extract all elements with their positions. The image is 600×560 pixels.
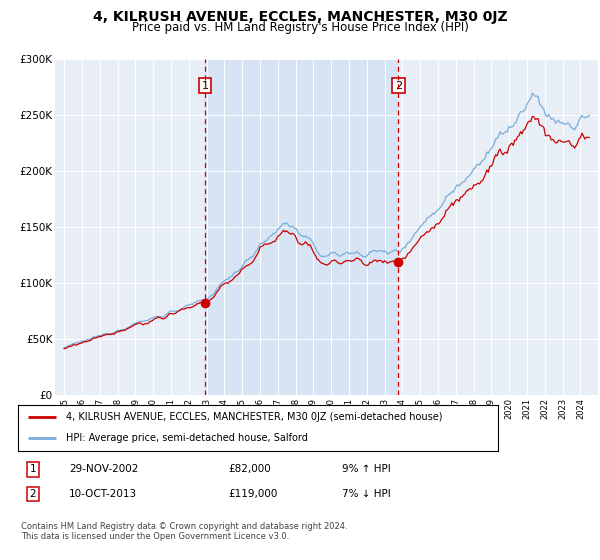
Text: £82,000: £82,000 [228, 464, 271, 474]
Bar [205, 59, 398, 395]
Text: HPI: Average price, semi-detached house, Salford: HPI: Average price, semi-detached house,… [66, 433, 308, 444]
Text: 10-OCT-2013: 10-OCT-2013 [69, 489, 137, 499]
Text: 4, KILRUSH AVENUE, ECCLES, MANCHESTER, M30 0JZ: 4, KILRUSH AVENUE, ECCLES, MANCHESTER, M… [92, 10, 508, 24]
Text: 2: 2 [395, 81, 402, 91]
Text: 9% ↑ HPI: 9% ↑ HPI [342, 464, 391, 474]
Text: 2: 2 [29, 489, 37, 499]
Text: Price paid vs. HM Land Registry's House Price Index (HPI): Price paid vs. HM Land Registry's House … [131, 21, 469, 34]
Text: 7% ↓ HPI: 7% ↓ HPI [342, 489, 391, 499]
Text: £119,000: £119,000 [228, 489, 277, 499]
Text: 29-NOV-2002: 29-NOV-2002 [69, 464, 139, 474]
Text: 1: 1 [29, 464, 37, 474]
Text: Contains HM Land Registry data © Crown copyright and database right 2024.
This d: Contains HM Land Registry data © Crown c… [21, 522, 347, 542]
Text: 4, KILRUSH AVENUE, ECCLES, MANCHESTER, M30 0JZ (semi-detached house): 4, KILRUSH AVENUE, ECCLES, MANCHESTER, M… [66, 412, 443, 422]
Text: 1: 1 [202, 81, 208, 91]
